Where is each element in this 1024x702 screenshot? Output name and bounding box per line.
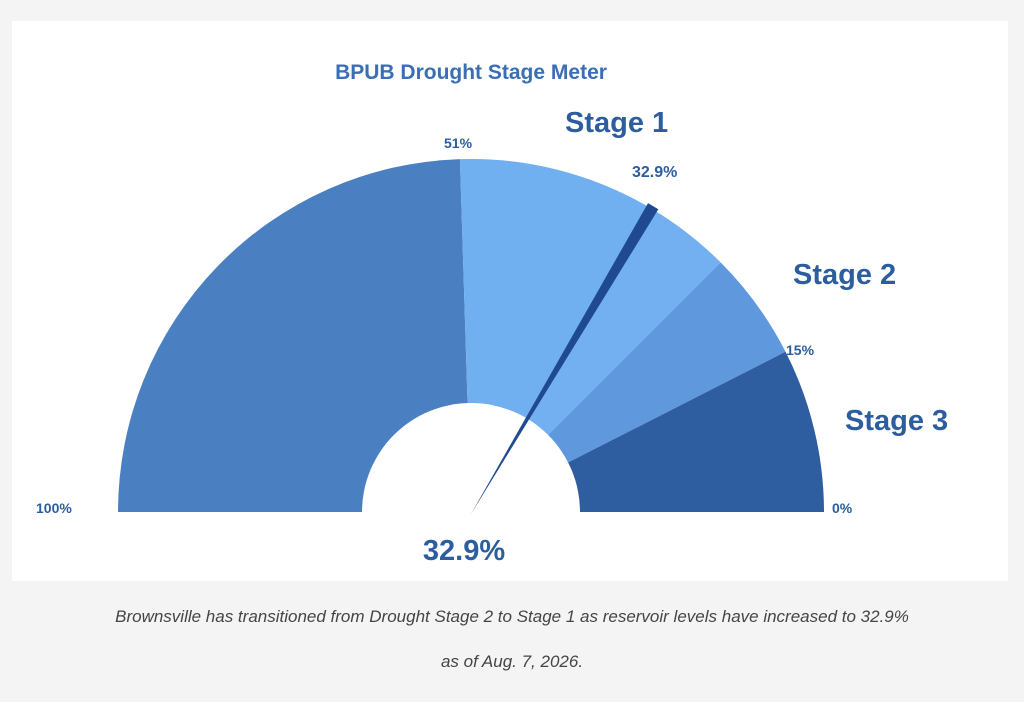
- tick-label-51: 51%: [444, 135, 473, 151]
- caption-line-1: Brownsville has transitioned from Drough…: [115, 607, 909, 626]
- tick-label-0: 0%: [832, 500, 853, 516]
- gauge-needle: [471, 203, 659, 514]
- stage-label-2: Stage 2: [793, 259, 896, 291]
- figure-caption: Brownsville has transitioned from Drough…: [0, 594, 1024, 684]
- gauge-band-0: [118, 159, 471, 513]
- caption-line-2: as of Aug. 7, 2026.: [440, 652, 584, 671]
- chart-title: BPUB Drought Stage Meter: [335, 61, 607, 84]
- tick-label-100: 100%: [36, 500, 72, 516]
- gauge-reading: 32.9%: [423, 535, 505, 567]
- gauge-hub: [362, 403, 580, 581]
- needle-value-label: 32.9%: [632, 164, 677, 181]
- drought-stage-gauge: BPUB Drought Stage Meter 100% 51% 15% 0%…: [36, 61, 948, 581]
- stage-label-3: Stage 3: [845, 405, 948, 437]
- tick-label-15: 15%: [786, 342, 815, 358]
- stage-label-1: Stage 1: [565, 107, 668, 139]
- chart-card: BPUB Drought Stage Meter 100% 51% 15% 0%…: [12, 21, 1008, 581]
